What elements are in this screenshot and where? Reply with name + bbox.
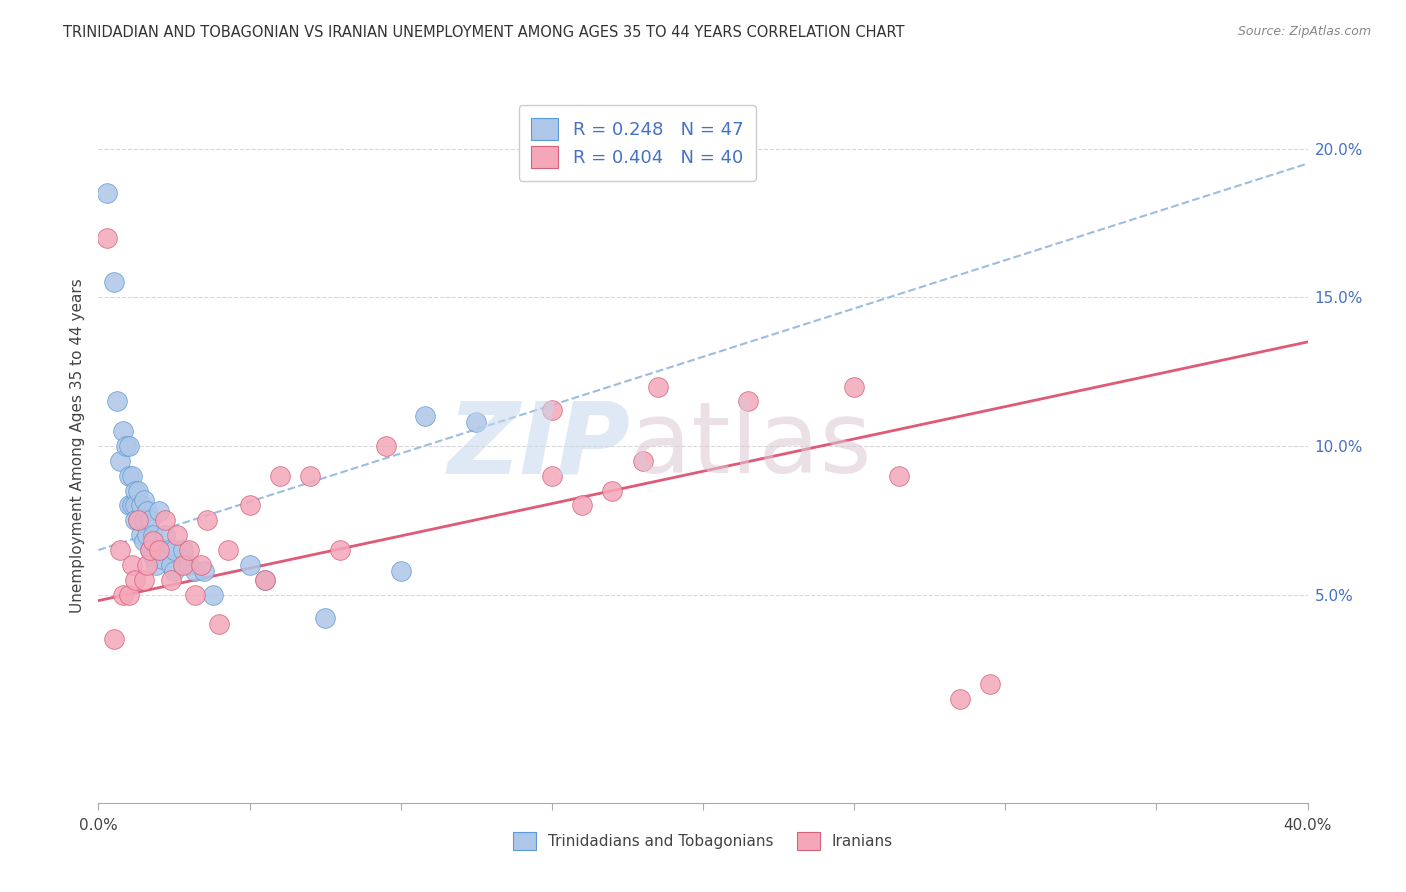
Point	[96, 186, 118, 201]
Point	[193, 564, 215, 578]
Point	[153, 528, 176, 542]
Point	[105, 394, 128, 409]
Point	[127, 483, 149, 498]
Text: Source: ZipAtlas.com: Source: ZipAtlas.com	[1237, 25, 1371, 38]
Point	[142, 534, 165, 549]
Point	[647, 379, 669, 393]
Point	[195, 513, 218, 527]
Point	[108, 543, 131, 558]
Point	[184, 564, 207, 578]
Point	[217, 543, 239, 558]
Point	[160, 573, 183, 587]
Point	[111, 588, 134, 602]
Point	[139, 543, 162, 558]
Point	[179, 558, 201, 572]
Legend: Trinidadians and Tobagonians, Iranians: Trinidadians and Tobagonians, Iranians	[503, 822, 903, 859]
Point	[148, 543, 170, 558]
Point	[208, 617, 231, 632]
Point	[163, 564, 186, 578]
Point	[172, 543, 194, 558]
Point	[111, 424, 134, 438]
Point	[269, 468, 291, 483]
Point	[132, 573, 155, 587]
Point	[135, 528, 157, 542]
Point	[124, 513, 146, 527]
Point	[329, 543, 352, 558]
Point	[121, 468, 143, 483]
Text: ZIP: ZIP	[447, 398, 630, 494]
Point	[844, 379, 866, 393]
Point	[179, 543, 201, 558]
Point	[148, 504, 170, 518]
Point	[103, 632, 125, 647]
Point	[132, 492, 155, 507]
Point	[118, 499, 141, 513]
Point	[163, 543, 186, 558]
Point	[124, 483, 146, 498]
Point	[118, 439, 141, 453]
Point	[103, 276, 125, 290]
Y-axis label: Unemployment Among Ages 35 to 44 years: Unemployment Among Ages 35 to 44 years	[69, 278, 84, 614]
Point	[121, 499, 143, 513]
Point	[253, 573, 276, 587]
Point	[148, 543, 170, 558]
Point	[135, 504, 157, 518]
Point	[108, 454, 131, 468]
Text: TRINIDADIAN AND TOBAGONIAN VS IRANIAN UNEMPLOYMENT AMONG AGES 35 TO 44 YEARS COR: TRINIDADIAN AND TOBAGONIAN VS IRANIAN UN…	[63, 25, 905, 40]
Point	[118, 588, 141, 602]
Point	[465, 415, 488, 429]
Point	[413, 409, 436, 424]
Point	[374, 439, 396, 453]
Point	[142, 528, 165, 542]
Point	[124, 499, 146, 513]
Point	[979, 677, 1001, 691]
Point	[127, 513, 149, 527]
Point	[631, 454, 654, 468]
Point	[299, 468, 322, 483]
Point	[129, 528, 152, 542]
Point	[239, 499, 262, 513]
Point	[253, 573, 276, 587]
Point	[118, 468, 141, 483]
Point	[132, 513, 155, 527]
Point	[153, 513, 176, 527]
Point	[889, 468, 911, 483]
Point	[156, 543, 179, 558]
Point	[389, 564, 412, 578]
Point	[166, 528, 188, 542]
Point	[172, 558, 194, 572]
Point	[571, 499, 593, 513]
Point	[114, 439, 136, 453]
Point	[121, 558, 143, 572]
Point	[160, 558, 183, 572]
Point	[540, 403, 562, 417]
Point	[139, 543, 162, 558]
Text: atlas: atlas	[630, 398, 872, 494]
Point	[184, 588, 207, 602]
Point	[540, 468, 562, 483]
Point	[314, 611, 336, 625]
Point	[129, 499, 152, 513]
Point	[124, 573, 146, 587]
Point	[96, 231, 118, 245]
Point	[602, 483, 624, 498]
Point	[127, 513, 149, 527]
Point	[135, 558, 157, 572]
Point	[202, 588, 225, 602]
Point	[239, 558, 262, 572]
Point	[737, 394, 759, 409]
Point	[139, 513, 162, 527]
Point	[190, 558, 212, 572]
Point	[132, 534, 155, 549]
Point	[142, 549, 165, 563]
Point	[949, 691, 972, 706]
Point	[150, 552, 173, 566]
Point	[145, 558, 167, 572]
